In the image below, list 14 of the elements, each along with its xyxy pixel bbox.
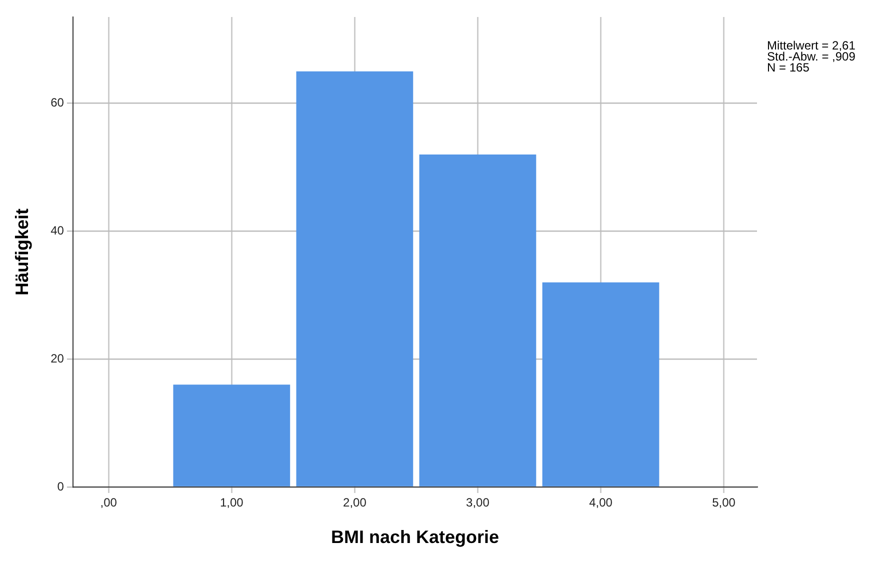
x-tick-label: 1,00 <box>220 496 244 510</box>
x-tick-label: 5,00 <box>712 496 736 510</box>
x-tick-label: 3,00 <box>466 496 490 510</box>
x-tick-label: 2,00 <box>343 496 367 510</box>
y-tick-label: 40 <box>50 224 64 238</box>
x-tick-label: ,00 <box>100 496 118 510</box>
text: Mittelwert = 2,61 <box>767 38 856 52</box>
x-axis-title: BMI nach Kategorie <box>330 527 499 548</box>
y-tick-label: 60 <box>50 96 64 110</box>
y-tick-label: 20 <box>50 351 64 366</box>
x-tick-label: 4,00 <box>589 496 613 510</box>
y-axis-title: Häufigkeit <box>12 208 32 296</box>
y-tick-label: 0 <box>57 479 64 494</box>
text: N = 165 <box>767 60 810 74</box>
